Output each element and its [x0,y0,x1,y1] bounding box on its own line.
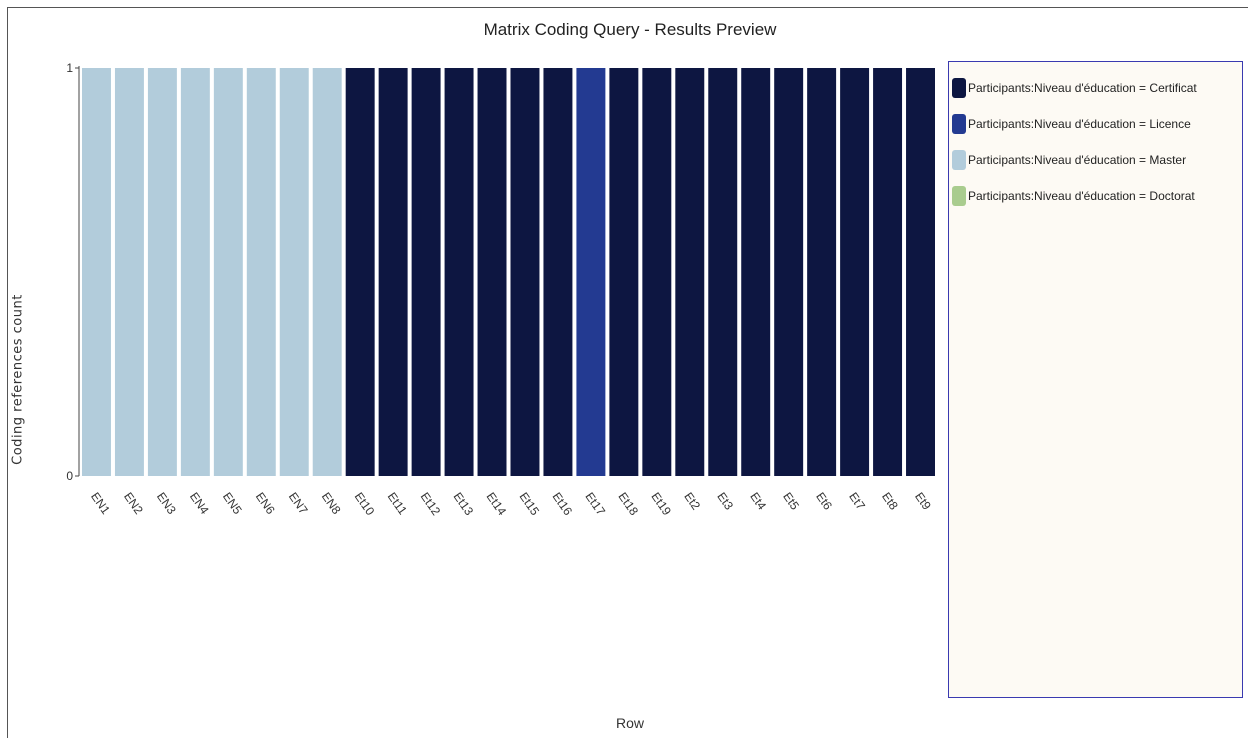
x-tick-label-Et6: Et6 [813,490,835,513]
bar-Et8-series-0[interactable] [873,68,903,476]
bar-EN1-series-2[interactable] [82,68,111,476]
bar-Et5-series-0[interactable] [774,68,804,476]
bar-Et9-series-0[interactable] [906,68,935,476]
x-tick-label-EN5: EN5 [220,490,245,517]
legend-item-0[interactable]: Participants:Niveau d'éducation = Certif… [949,70,1242,106]
bar-Et4-series-0[interactable] [741,68,771,476]
x-tick-label-Et5: Et5 [780,490,802,513]
x-tick-label-Et12: Et12 [418,490,444,519]
chart-frame [7,7,1248,738]
x-tick-label-Et10: Et10 [352,490,378,519]
bar-Et6-series-0[interactable] [807,68,837,476]
chart-title: Matrix Coding Query - Results Preview [483,20,777,39]
legend-swatch [952,114,966,134]
x-tick-label-EN4: EN4 [187,490,212,517]
x-tick-label-Et2: Et2 [681,490,703,513]
x-tick-label-Et15: Et15 [517,490,543,519]
bar-Et2-series-0[interactable] [675,68,705,476]
legend-label: Participants:Niveau d'éducation = Master [968,153,1187,167]
x-tick-label-Et7: Et7 [846,490,868,513]
y-tick-label-1: 1 [66,61,73,75]
legend-swatch [952,186,966,206]
x-tick-label-EN2: EN2 [121,490,146,517]
bar-Et7-series-0[interactable] [840,68,870,476]
x-tick-label-Et17: Et17 [582,490,608,519]
x-tick-label-Et9: Et9 [912,490,934,513]
legend-swatch [952,150,966,170]
x-tick-label-EN7: EN7 [286,490,311,517]
bar-EN2-series-2[interactable] [114,68,144,476]
bar-Et12-series-0[interactable] [411,68,441,476]
bar-EN6-series-2[interactable] [246,68,276,476]
bar-EN4-series-2[interactable] [180,68,210,476]
bar-EN8-series-2[interactable] [312,68,342,476]
bar-Et17-series-1[interactable] [576,68,606,476]
x-tick-label-EN1: EN1 [88,490,113,517]
x-tick-label-EN6: EN6 [253,490,278,517]
x-tick-label-Et18: Et18 [615,490,641,519]
legend-label: Participants:Niveau d'éducation = Licenc… [968,117,1191,131]
legend-item-2[interactable]: Participants:Niveau d'éducation = Master [949,142,1242,178]
x-tick-label-EN8: EN8 [319,490,344,517]
bar-Et15-series-0[interactable] [510,68,540,476]
bar-Et14-series-0[interactable] [477,68,507,476]
legend: Participants:Niveau d'éducation = Certif… [948,61,1243,698]
bar-Et18-series-0[interactable] [609,68,639,476]
x-tick-label-EN3: EN3 [154,490,179,517]
x-tick-label-Et3: Et3 [714,490,736,513]
bar-Et11-series-0[interactable] [378,68,408,476]
bar-EN5-series-2[interactable] [213,68,243,476]
bar-Et19-series-0[interactable] [642,68,672,476]
bar-EN7-series-2[interactable] [279,68,309,476]
bar-Et16-series-0[interactable] [543,68,573,476]
bar-EN3-series-2[interactable] [147,68,177,476]
bar-Et13-series-0[interactable] [444,68,474,476]
x-tick-label-Et16: Et16 [549,490,575,519]
legend-swatch [952,78,966,98]
x-tick-label-Et19: Et19 [648,490,674,519]
x-tick-label-Et13: Et13 [451,490,477,519]
x-tick-label-Et4: Et4 [747,490,769,513]
bar-Et3-series-0[interactable] [708,68,738,476]
bar-Et10-series-0[interactable] [345,68,375,476]
legend-item-1[interactable]: Participants:Niveau d'éducation = Licenc… [949,106,1242,142]
y-tick-label-0: 0 [66,469,73,483]
chart-plot: 0 1 EN1 EN2 EN3 EN4 EN5 EN6 EN7 EN8 Et10 Et11 Et12 E… [66,61,935,519]
legend-label: Participants:Niveau d'éducation = Doctor… [968,189,1195,203]
legend-item-3[interactable]: Participants:Niveau d'éducation = Doctor… [949,178,1242,214]
x-tick-label-Et8: Et8 [879,490,901,513]
x-tick-label-Et14: Et14 [484,490,510,519]
x-axis-label: Row [615,715,644,731]
legend-label: Participants:Niveau d'éducation = Certif… [968,81,1197,95]
x-tick-label-Et11: Et11 [385,490,410,518]
